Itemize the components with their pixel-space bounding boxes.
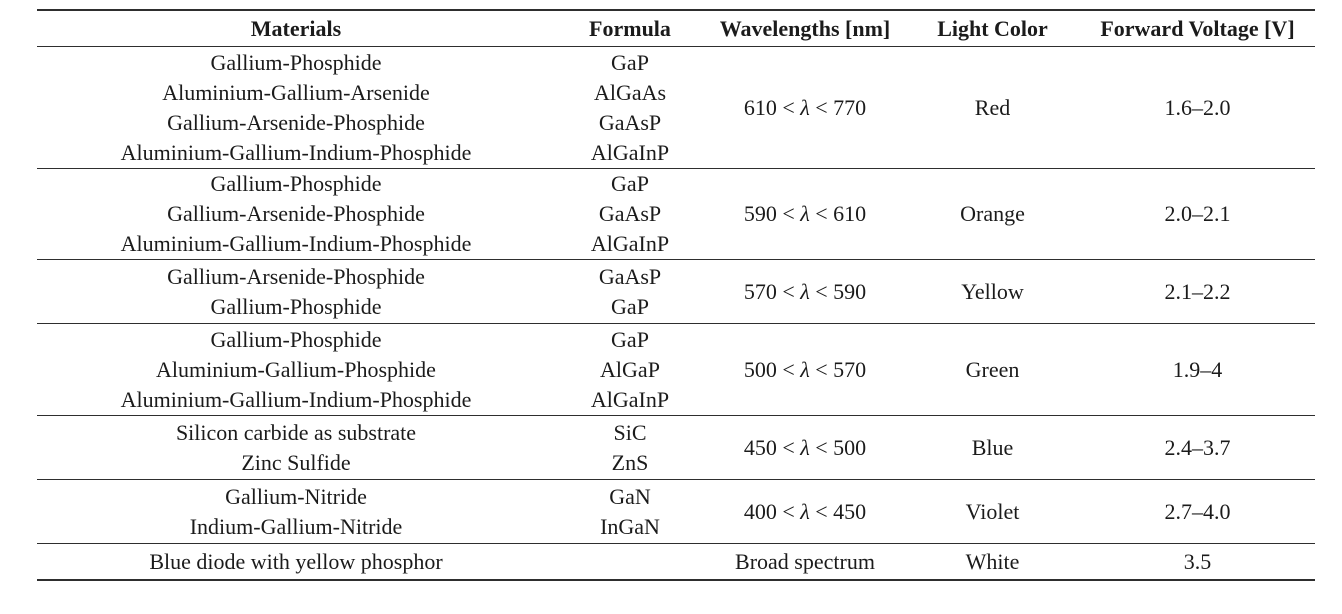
forward-voltage-cell: 2.1–2.2 [1080,259,1315,324]
formula-cell: GaAsP GaP [555,259,705,324]
light-color-cell: Orange [905,168,1080,260]
materials-cell: Silicon carbide as substrate Zinc Sulfide [37,415,555,480]
column-header-formula: Formula [555,10,705,47]
light-color-cell: Violet [905,479,1080,544]
table-row-blue: Silicon carbide as substrate Zinc Sulfide… [37,415,1315,480]
wavelength-cell: 400 < λ < 450 [705,479,905,544]
table-row-yellow: Gallium-Arsenide-Phosphide Gallium-Phosph… [37,259,1315,324]
materials-cell: Gallium-Arsenide-Phosphide Gallium-Phosph… [37,259,555,324]
column-header-wavelengths: Wavelengths [nm] [705,10,905,47]
table-row-violet: Gallium-Nitride Indium-Gallium-Nitride Ga… [37,479,1315,544]
table-row-green: Gallium-Phosphide Aluminium-Gallium-Phosp… [37,323,1315,416]
wavelength-cell: 590 < λ < 610 [705,168,905,260]
formula-cell [555,544,705,581]
materials-cell: Gallium-Phosphide Aluminium-Gallium-Arsen… [37,46,555,169]
formula-cell: GaP GaAsP AlGaInP [555,168,705,260]
materials-cell: Gallium-Phosphide Gallium-Arsenide-Phosph… [37,168,555,260]
wavelength-cell: 500 < λ < 570 [705,323,905,416]
formula-cell: GaP AlGaP AlGaInP [555,323,705,416]
light-color-cell: Blue [905,415,1080,480]
materials-cell: Blue diode with yellow phosphor [149,548,443,574]
forward-voltage-cell: 2.0–2.1 [1080,168,1315,260]
forward-voltage-cell: 1.9–4 [1080,323,1315,416]
forward-voltage-cell: 2.7–4.0 [1080,479,1315,544]
forward-voltage-cell: 1.6–2.0 [1080,46,1315,169]
forward-voltage-cell: 3.5 [1183,548,1212,574]
wavelength-cell: 570 < λ < 590 [705,259,905,324]
header-row: Materials Formula Wavelengths [nm] Light… [37,10,1315,47]
light-color-cell: Yellow [905,259,1080,324]
column-header-light-color: Light Color [905,10,1080,47]
materials-cell: Gallium-Nitride Indium-Gallium-Nitride [37,479,555,544]
column-header-materials: Materials [37,10,555,47]
light-color-cell: Green [905,323,1080,416]
wavelength-cell: Broad spectrum [735,548,875,574]
formula-cell: GaN InGaN [555,479,705,544]
forward-voltage-cell: 2.4–3.7 [1080,415,1315,480]
light-color-cell: White [965,548,1020,574]
led-materials-table: Materials Formula Wavelengths [nm] Light… [37,9,1315,581]
materials-cell: Gallium-Phosphide Aluminium-Gallium-Phosp… [37,323,555,416]
table-row-red: Gallium-Phosphide Aluminium-Gallium-Arsen… [37,46,1315,169]
light-color-cell: Red [905,46,1080,169]
column-header-forward-voltage: Forward Voltage [V] [1080,10,1315,47]
table-row-orange: Gallium-Phosphide Gallium-Arsenide-Phosph… [37,168,1315,260]
wavelength-cell: 610 < λ < 770 [705,46,905,169]
formula-cell: GaP AlGaAs GaAsP AlGaInP [555,46,705,169]
table-row-white: Blue diode with yellow phosphor Broad sp… [37,544,1315,581]
wavelength-cell: 450 < λ < 500 [705,415,905,480]
formula-cell: SiC ZnS [555,415,705,480]
